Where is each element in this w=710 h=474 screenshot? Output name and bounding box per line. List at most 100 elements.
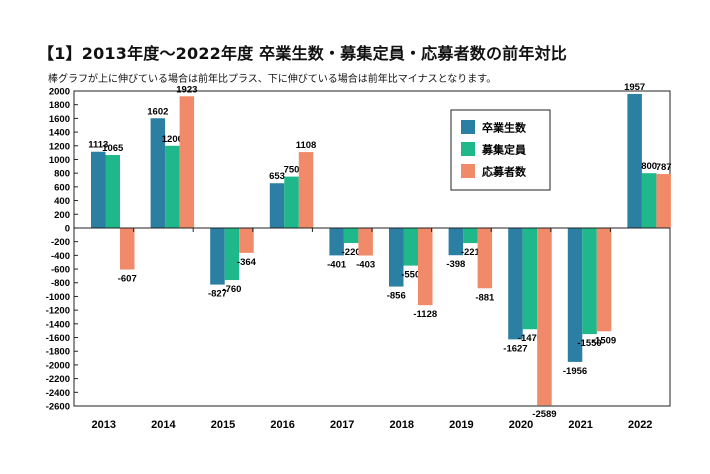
bar-応募者数-2013	[120, 227, 135, 270]
bar-応募者数-2018	[418, 227, 433, 306]
y-tick-label: -2600	[46, 402, 70, 413]
bar-卒業生数-2016	[269, 183, 285, 228]
bar-卒業生数-2020	[508, 227, 523, 340]
data-label: 787	[656, 162, 672, 173]
data-label: 1065	[102, 143, 124, 154]
y-tick-label: 0	[65, 223, 70, 234]
data-label: -827	[208, 289, 227, 300]
bar-応募者数-2021	[596, 227, 612, 332]
y-tick-label: -2200	[46, 374, 70, 385]
data-label: -403	[356, 260, 375, 271]
bar-募集定員-2020	[522, 227, 538, 330]
bar-応募者数-2022	[656, 174, 671, 228]
y-tick-label: 800	[54, 169, 70, 180]
legend-swatch-募集定員	[461, 142, 475, 156]
legend-label: 募集定員	[481, 143, 526, 157]
bar-募集定員-2013	[105, 155, 120, 228]
data-label: -760	[222, 284, 241, 295]
data-label: 1602	[147, 106, 168, 117]
x-tick-label: 2013	[92, 419, 116, 431]
y-tick-label: 1000	[49, 155, 70, 166]
data-label: -1509	[592, 335, 616, 346]
data-label: -607	[118, 274, 137, 285]
y-tick-label: -1200	[46, 306, 70, 317]
legend-swatch-応募者数	[461, 164, 475, 178]
data-label: 653	[269, 171, 285, 182]
y-tick-label: -1600	[46, 333, 70, 344]
data-label: -1956	[563, 366, 587, 377]
legend-swatch-卒業生数	[461, 120, 475, 134]
bar-卒業生数-2017	[329, 227, 344, 256]
y-tick-label: 2000	[49, 87, 70, 98]
plot-frame	[73, 90, 671, 407]
data-label: 1923	[176, 84, 197, 95]
bar-応募者数-2019	[477, 227, 493, 289]
y-tick-label: -2400	[46, 388, 70, 399]
x-tick-label: 2020	[509, 419, 533, 431]
x-tick-label: 2022	[628, 419, 652, 431]
data-label: -2589	[532, 409, 556, 420]
data-label: -221	[461, 247, 481, 258]
y-tick-label: 1400	[49, 128, 70, 139]
bar-応募者数-2014	[179, 96, 195, 228]
bar-募集定員-2022	[641, 173, 657, 228]
y-tick-label: 400	[54, 196, 70, 207]
legend-label: 卒業生数	[482, 121, 527, 135]
chart-title: 【1】2013年度〜2022年度 卒業生数・募集定員・応募者数の前年対比	[38, 44, 567, 63]
bar-募集定員-2014	[165, 145, 180, 228]
x-tick-label: 2014	[151, 419, 176, 431]
bar-卒業生数-2019	[448, 227, 464, 256]
bar-応募者数-2015	[239, 227, 254, 253]
y-tick-label: 1600	[49, 114, 70, 125]
data-label: -881	[475, 292, 495, 303]
data-label: 1108	[296, 140, 317, 151]
x-tick-label: 2016	[270, 419, 294, 431]
bar-卒業生数-2018	[389, 227, 404, 287]
bar-募集定員-2015	[224, 227, 240, 280]
data-label: 800	[641, 161, 657, 172]
legend-label: 応募者数	[482, 165, 527, 179]
y-tick-label: -400	[51, 251, 70, 262]
y-tick-label: -2000	[46, 360, 70, 371]
data-label: -364	[237, 257, 257, 268]
x-tick-label: 2017	[330, 419, 354, 431]
bar-募集定員-2016	[284, 176, 299, 228]
bar-卒業生数-2021	[567, 227, 583, 362]
bar-応募者数-2016	[298, 152, 314, 228]
y-tick-label: -1400	[46, 319, 70, 330]
y-tick-label: -600	[51, 265, 70, 276]
data-label: -220	[342, 247, 361, 258]
bar-卒業生数-2014	[150, 118, 166, 228]
y-tick-label: 1200	[49, 141, 70, 152]
y-tick-label: -1800	[46, 347, 70, 358]
x-tick-label: 2021	[568, 419, 592, 431]
bar-募集定員-2019	[463, 227, 478, 244]
data-label: 1113	[88, 140, 108, 151]
y-tick-label: 600	[54, 182, 70, 193]
bar-募集定員-2018	[403, 227, 418, 266]
data-label: 750	[284, 165, 300, 176]
bar-応募者数-2020	[537, 227, 552, 406]
y-tick-label: -1000	[46, 292, 70, 303]
data-label: -856	[387, 291, 406, 302]
chart-subtitle: 棒グラフが上に伸びている場合は前年比プラス、下に伸びている場合は前年比マイナスと…	[48, 74, 497, 85]
x-tick-label: 2015	[211, 419, 235, 431]
data-label: -1627	[503, 343, 527, 354]
bar-募集定員-2017	[343, 227, 359, 244]
data-label: 1957	[624, 82, 645, 93]
x-tick-label: 2019	[449, 419, 473, 431]
bar-卒業生数-2022	[627, 93, 642, 228]
data-label: 1200	[162, 134, 183, 145]
bar-募集定員-2021	[582, 227, 597, 335]
data-label: -1479	[518, 333, 542, 344]
data-label: -401	[327, 259, 347, 270]
bar-応募者数-2017	[358, 227, 373, 256]
data-label: -550	[401, 270, 420, 281]
bar-卒業生数-2013	[91, 151, 106, 228]
y-tick-label: -200	[51, 237, 70, 248]
data-label: -1128	[413, 309, 437, 320]
bar-卒業生数-2015	[210, 227, 225, 285]
y-tick-label: 1800	[49, 100, 70, 111]
